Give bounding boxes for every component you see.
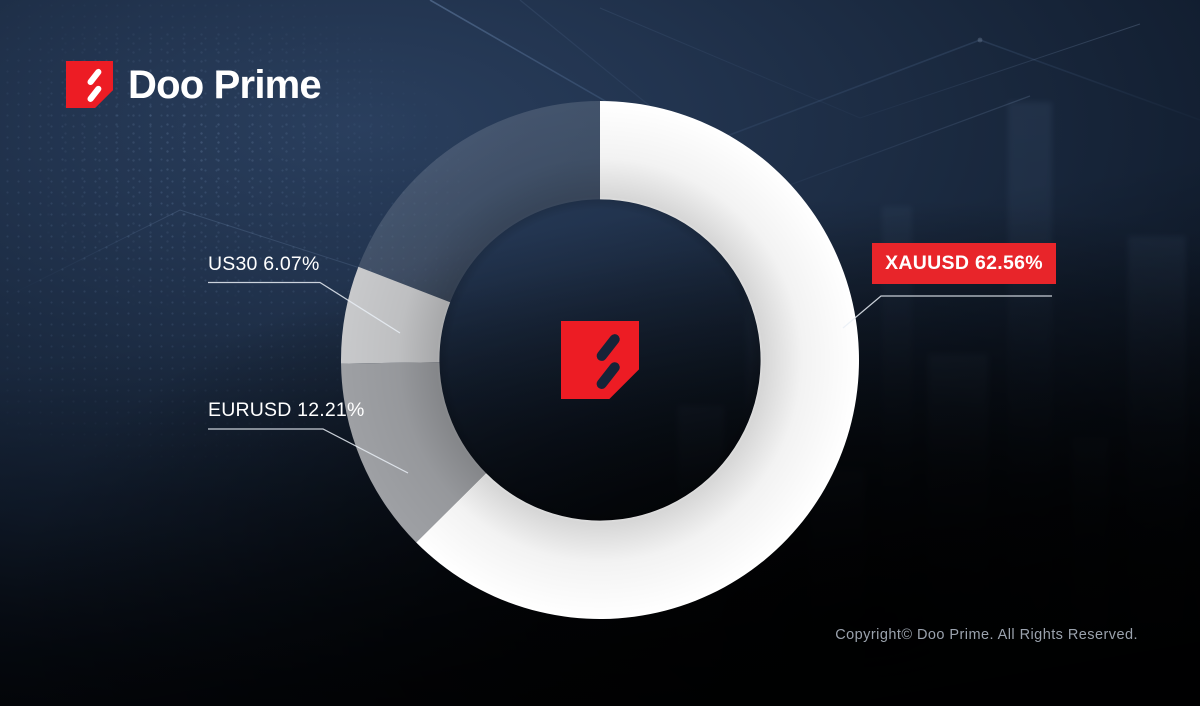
- callout-label-eurusd[interactable]: EURUSD 12.21%: [208, 399, 365, 421]
- brand-wordmark: Doo Prime: [128, 62, 322, 107]
- callout-badge-xauusd-label: XAUUSD 62.56%: [885, 252, 1043, 274]
- doo-prime-logo-icon: [66, 61, 113, 108]
- brand-lockup: Doo Prime: [66, 61, 322, 108]
- callout-badge-xauusd[interactable]: XAUUSD 62.56%: [872, 243, 1056, 284]
- donut-chart: [318, 78, 882, 642]
- copyright-notice: Copyright© Doo Prime. All Rights Reserve…: [835, 627, 1138, 643]
- doo-prime-center-logo-icon: [561, 321, 639, 399]
- callout-label-us30[interactable]: US30 6.07%: [208, 253, 320, 275]
